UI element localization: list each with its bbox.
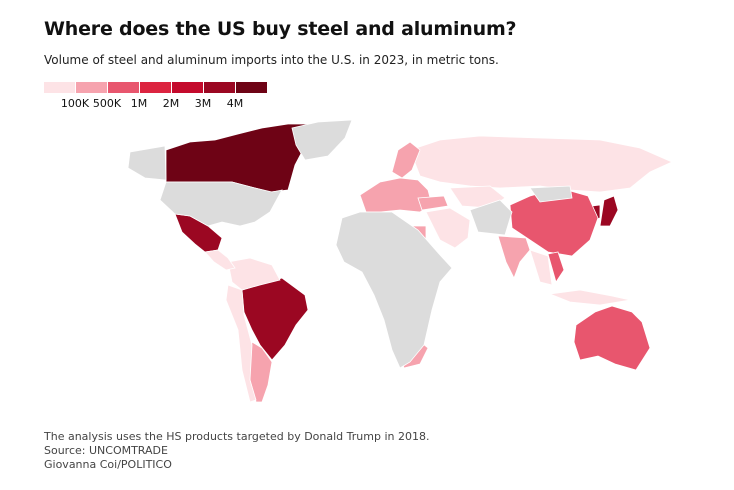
footer-credit: Giovanna Coi/POLITICO bbox=[44, 458, 172, 471]
legend-swatch-3 bbox=[140, 82, 171, 93]
country-vietnam bbox=[547, 251, 565, 283]
world-map bbox=[127, 119, 673, 403]
legend-label: 100K bbox=[60, 97, 90, 110]
country-indonesia bbox=[548, 289, 631, 306]
country-japan bbox=[599, 195, 619, 227]
legend-swatch-1 bbox=[76, 82, 107, 93]
legend-label: 2M bbox=[162, 97, 180, 110]
country-australia bbox=[573, 305, 651, 371]
country-mongolia bbox=[529, 185, 573, 203]
country-united-states bbox=[159, 181, 283, 227]
legend-swatch-0 bbox=[44, 82, 75, 93]
footer: The analysis uses the HS products target… bbox=[44, 430, 429, 472]
legend-swatch-5 bbox=[204, 82, 235, 93]
legend-labels: 100K 500K 1M 2M 3M 4M bbox=[44, 97, 274, 111]
legend-label: 1M bbox=[130, 97, 148, 110]
legend-label: 500K bbox=[92, 97, 122, 110]
legend-swatch-6 bbox=[236, 82, 267, 93]
country-iran-central-asia bbox=[469, 199, 513, 236]
country-peru-chile bbox=[225, 284, 257, 403]
chart-title: Where does the US buy steel and aluminum… bbox=[44, 18, 517, 40]
country-greenland bbox=[291, 119, 353, 161]
country-africa bbox=[335, 211, 453, 369]
country-colombia-venezuela bbox=[227, 257, 281, 291]
country-india bbox=[497, 235, 531, 279]
legend-label: 4M bbox=[226, 97, 244, 110]
country-central-america bbox=[204, 249, 236, 271]
color-legend bbox=[44, 82, 268, 93]
country-turkey bbox=[417, 195, 449, 211]
legend-swatch-2 bbox=[108, 82, 139, 93]
footer-source: Source: UNCOMTRADE bbox=[44, 444, 168, 457]
country-middle-east bbox=[425, 207, 471, 249]
country-alaska bbox=[127, 145, 167, 181]
legend-swatch-4 bbox=[172, 82, 203, 93]
country-russia bbox=[409, 135, 673, 193]
country-scandinavia bbox=[391, 141, 421, 179]
legend-label: 3M bbox=[194, 97, 212, 110]
footer-note: The analysis uses the HS products target… bbox=[44, 430, 430, 443]
country-southeast-asia bbox=[529, 249, 553, 286]
chart-subtitle: Volume of steel and aluminum imports int… bbox=[44, 53, 499, 67]
